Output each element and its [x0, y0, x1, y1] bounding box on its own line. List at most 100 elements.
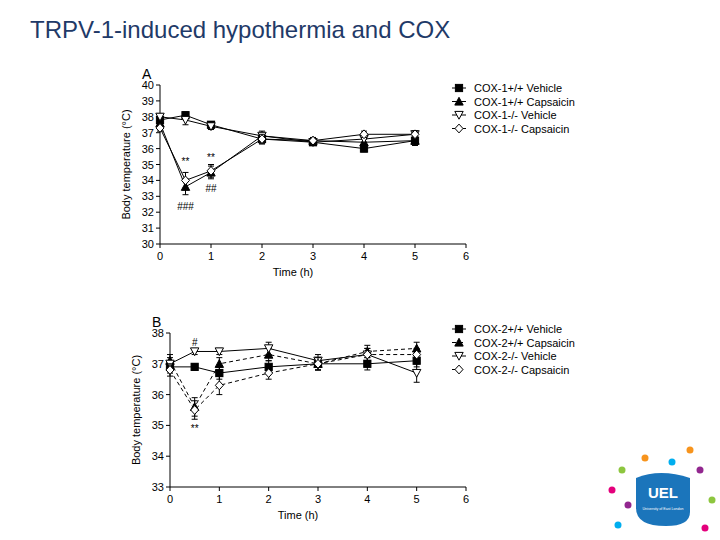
- logo-dot: [615, 522, 622, 529]
- error-bar: [216, 376, 222, 394]
- error-cap: [414, 348, 420, 349]
- error-cap: [364, 360, 370, 361]
- y-tick: [166, 333, 170, 334]
- error-cap: [315, 354, 321, 355]
- y-tick: [156, 85, 160, 86]
- error-cap: [364, 369, 370, 370]
- x-tick-label: 2: [266, 493, 272, 505]
- x-tick: [170, 487, 171, 491]
- error-cap: [364, 348, 370, 349]
- x-tick-label: 4: [364, 493, 370, 505]
- marker: [207, 123, 215, 131]
- y-tick-label: 31: [142, 222, 154, 234]
- error-cap: [315, 369, 321, 370]
- y-tick: [156, 196, 160, 197]
- marker: [207, 166, 215, 175]
- error-bar: [208, 166, 214, 179]
- marker: [363, 351, 371, 359]
- x-tick: [268, 487, 269, 491]
- x-axis-label: Time (h): [273, 266, 314, 278]
- marker: [309, 136, 317, 144]
- error-bar: [192, 401, 198, 419]
- legend: COX-2+/+ VehicleCOX-2+/+ CapsaicinCOX-2-…: [452, 323, 575, 376]
- marker: [215, 360, 223, 368]
- x-tick-label: 4: [361, 250, 367, 262]
- error-bar: [364, 348, 370, 360]
- legend-label: COX-2+/+ Capsaicin: [474, 337, 575, 349]
- legend-marker: [455, 365, 463, 374]
- logo-dot: [625, 502, 632, 509]
- marker: [364, 360, 371, 367]
- y-tick: [166, 487, 170, 488]
- marker: [191, 406, 199, 415]
- logo-text: UEL: [648, 484, 678, 501]
- x-tick-label: 0: [167, 493, 173, 505]
- x-tick: [364, 244, 365, 248]
- error-bar: [315, 358, 321, 370]
- error-bar: [266, 367, 272, 379]
- error-cap: [412, 145, 418, 146]
- error-cap: [183, 188, 189, 189]
- annotation: **: [207, 152, 215, 163]
- x-tick: [313, 244, 314, 248]
- logo-dot: [669, 459, 676, 466]
- x-tick-label: 6: [463, 250, 469, 262]
- error-cap: [266, 379, 272, 380]
- y-tick: [156, 164, 160, 165]
- marker: [190, 348, 198, 356]
- error-bar: [361, 145, 367, 151]
- error-cap: [364, 360, 370, 361]
- error-bar: [208, 165, 214, 178]
- error-cap: [266, 360, 272, 361]
- marker: [181, 116, 189, 124]
- legend-label: COX-1+/+ Vehicle: [474, 82, 562, 94]
- y-tick-label: 37: [152, 358, 164, 370]
- marker: [413, 350, 421, 359]
- x-tick: [318, 487, 319, 491]
- marker: [182, 176, 190, 185]
- x-tick-label: 6: [463, 493, 469, 505]
- series-line: [160, 123, 415, 187]
- marker: [412, 369, 420, 377]
- x-tick-label: 1: [208, 250, 214, 262]
- error-cap: [183, 172, 189, 173]
- x-tick-label: 1: [216, 493, 222, 505]
- legend-marker: [455, 97, 463, 105]
- error-cap: [208, 177, 214, 178]
- marker: [215, 348, 223, 356]
- error-cap: [315, 369, 321, 370]
- legend: COX-1+/+ VehicleCOX-1+/+ CapsaicinCOX-1-…: [452, 82, 575, 135]
- error-bar: [192, 364, 198, 370]
- error-cap: [183, 115, 189, 116]
- y-tick-label: 34: [142, 174, 154, 186]
- slide-title: TRPV-1-induced hypothermia and COX: [30, 16, 450, 43]
- y-tick: [156, 100, 160, 101]
- error-cap: [412, 145, 418, 146]
- logo-shape: [636, 473, 690, 526]
- marker: [360, 130, 368, 139]
- y-tick-label: 35: [152, 419, 164, 431]
- error-cap: [216, 357, 222, 358]
- error-cap: [414, 382, 420, 383]
- y-tick-label: 37: [142, 127, 154, 139]
- x-tick: [415, 244, 416, 248]
- y-tick: [166, 456, 170, 457]
- series-line: [170, 355, 417, 410]
- y-tick: [156, 180, 160, 181]
- marker: [363, 350, 371, 359]
- error-cap: [266, 354, 272, 355]
- x-tick-label: 2: [259, 250, 265, 262]
- marker: [156, 113, 164, 121]
- logo-dot: [609, 487, 616, 494]
- error-cap: [315, 369, 321, 370]
- marker: [264, 345, 272, 353]
- error-cap: [167, 376, 173, 377]
- chart: A30313233343536373839400123456Time (h)Bo…: [120, 66, 575, 278]
- error-cap: [216, 394, 222, 395]
- error-cap: [167, 357, 173, 358]
- plot-area: [156, 112, 419, 195]
- y-tick-label: 36: [152, 389, 164, 401]
- marker: [411, 130, 419, 139]
- marker: [314, 359, 322, 368]
- x-tick: [367, 487, 368, 491]
